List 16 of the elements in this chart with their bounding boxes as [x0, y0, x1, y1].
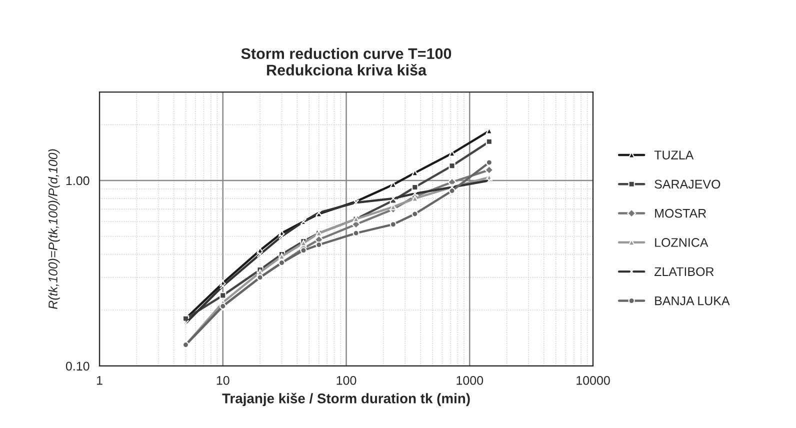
y-tick-label: 1.00 [66, 176, 90, 186]
legend-label: BANJA LUKA [655, 296, 730, 306]
y-tick-label: 0.10 [66, 362, 90, 371]
x-tick-label: 10 [216, 376, 230, 385]
legend-label: TUZLA [654, 150, 694, 160]
x-tick-label: 10000 [576, 376, 610, 385]
chart-title: Storm reduction curve T=100 Redukciona kriva kiša [241, 48, 452, 76]
legend-label: MOSTAR [655, 208, 706, 218]
x-axis-title: Trajanje kiše / Storm duration tk (min) [222, 392, 470, 406]
x-tick-label: 1000 [456, 376, 484, 385]
legend-label: LOZNICA [655, 238, 708, 247]
legend-label: ZLATIBOR [654, 267, 714, 276]
legend-label: SARAJEVO [654, 180, 720, 189]
x-tick-label: 100 [336, 376, 356, 385]
x-tick-label: 1 [96, 376, 102, 385]
y-axis-title: R(tk,100)=P(tk,100)/P(d,100) [48, 149, 60, 310]
